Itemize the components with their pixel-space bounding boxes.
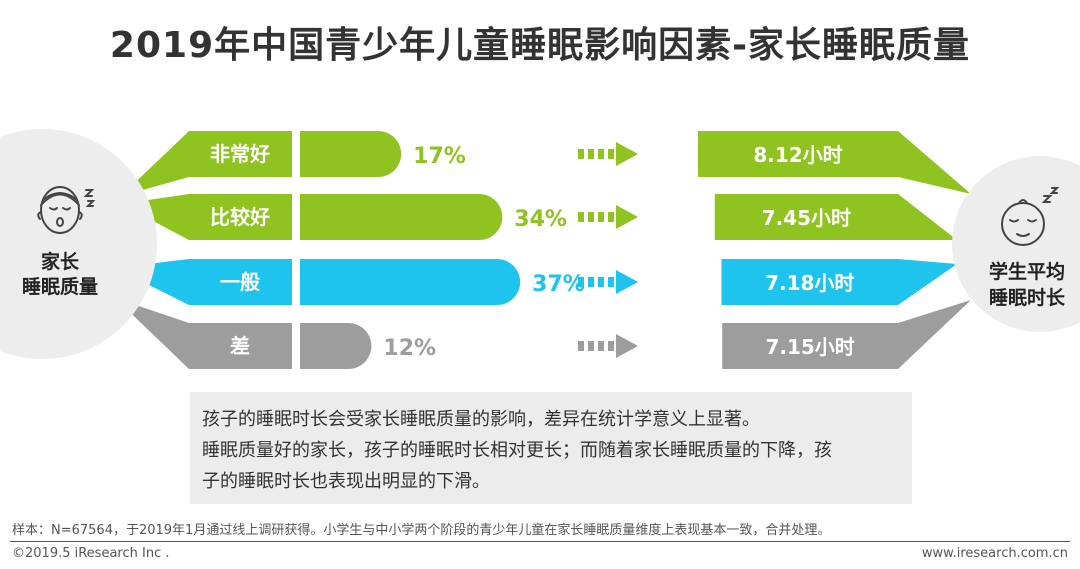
category-box-very-good — [189, 131, 292, 177]
right-connector-very-good — [898, 131, 971, 194]
category-label-good: 比较好 — [210, 205, 270, 229]
category-box-good — [189, 194, 292, 240]
left-circle — [0, 129, 157, 359]
category-label-average: 一般 — [220, 270, 260, 294]
percent-bar-very-good — [300, 131, 402, 177]
conclusion-box: 孩子的睡眠时长会受家长睡眠质量的影响，差异在统计学意义上显著。 睡眠质量好的家长… — [190, 392, 912, 504]
hours-bar-very-good — [698, 131, 898, 177]
website-link[interactable]: www.iresearch.com.cn — [921, 546, 1068, 561]
percent-label-average: 37% — [532, 272, 585, 297]
left-label-line-1: 家长 — [41, 250, 80, 273]
sleeping-parent-icon — [37, 186, 96, 234]
category-box-poor — [189, 323, 292, 369]
percent-label-poor: 12% — [383, 336, 436, 361]
category-label-very-good: 非常好 — [210, 142, 270, 166]
right-connector-average — [898, 259, 957, 305]
percent-label-very-good: 17% — [413, 144, 466, 169]
hours-label-good: 7.45小时 — [762, 206, 851, 230]
conclusion-line: 睡眠质量好的家长，孩子的睡眠时长相对更长；而随着家长睡眠质量的下降，孩 — [202, 440, 832, 461]
arrow-icon — [578, 334, 638, 358]
left-connector-poor — [115, 298, 189, 369]
conclusion-line: 子的睡眠时长也表现出明显的下滑。 — [202, 471, 490, 492]
sleeping-child-icon — [1001, 187, 1060, 246]
arrow-icon — [578, 142, 638, 166]
percent-bar-good — [300, 194, 503, 241]
right-connector-poor — [898, 300, 971, 369]
copyright: ©2019.5 iResearch Inc . — [12, 546, 170, 561]
left-connector-very-good — [121, 131, 189, 196]
right-label-line-2: 睡眠时长 — [989, 287, 1066, 309]
right-label-line-1: 学生平均 — [989, 260, 1065, 283]
category-box-average — [189, 259, 292, 305]
category-label-poor: 差 — [230, 334, 250, 358]
hours-label-average: 7.18小时 — [765, 271, 854, 295]
hours-label-poor: 7.15小时 — [765, 335, 854, 359]
percent-bar-poor — [300, 323, 372, 369]
right-connector-good — [898, 194, 957, 240]
arrow-icon — [578, 270, 638, 294]
arrow-icon — [578, 205, 638, 229]
sample-footnote: 样本：N=67564，于2019年1月通过线上调研获得。小学生与中小学两个阶段的… — [12, 523, 831, 538]
footer-divider — [10, 541, 1070, 542]
hours-bar-average — [721, 259, 898, 305]
hours-bar-poor — [722, 323, 898, 369]
page-title: 2019年中国青少年儿童睡眠影响因素-家长睡眠质量 — [109, 25, 971, 66]
percent-label-good: 34% — [514, 207, 567, 232]
hours-label-very-good: 8.12小时 — [753, 143, 842, 167]
hours-bar-good — [714, 194, 898, 240]
percent-bar-average — [300, 259, 521, 305]
left-label-line-2: 睡眠质量 — [22, 276, 98, 298]
conclusion-line: 孩子的睡眠时长会受家长睡眠质量的影响，差异在统计学意义上显著。 — [202, 409, 760, 430]
